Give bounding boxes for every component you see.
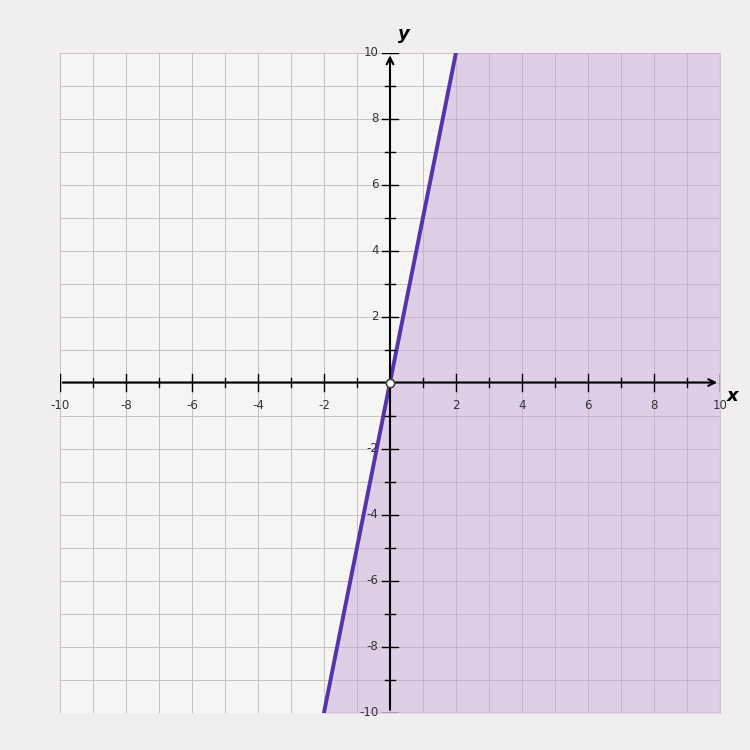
Text: -8: -8 [367,640,379,653]
Text: 8: 8 [371,112,379,125]
Text: -6: -6 [186,399,198,412]
Text: y: y [398,25,410,43]
Text: 6: 6 [584,399,592,412]
Text: -10: -10 [359,706,379,719]
Text: -2: -2 [367,442,379,455]
Text: 2: 2 [371,310,379,323]
Text: 8: 8 [650,399,658,412]
Text: x: x [727,388,738,406]
Text: -10: -10 [50,399,70,412]
Text: -6: -6 [367,574,379,587]
Text: -4: -4 [252,399,264,412]
Text: 6: 6 [371,178,379,191]
Text: 2: 2 [452,399,460,412]
Text: 4: 4 [371,244,379,257]
Text: -4: -4 [367,508,379,521]
Text: 4: 4 [518,399,526,412]
Text: 10: 10 [364,46,379,59]
Text: 10: 10 [712,399,728,412]
Text: -2: -2 [318,399,330,412]
Text: -8: -8 [120,399,132,412]
